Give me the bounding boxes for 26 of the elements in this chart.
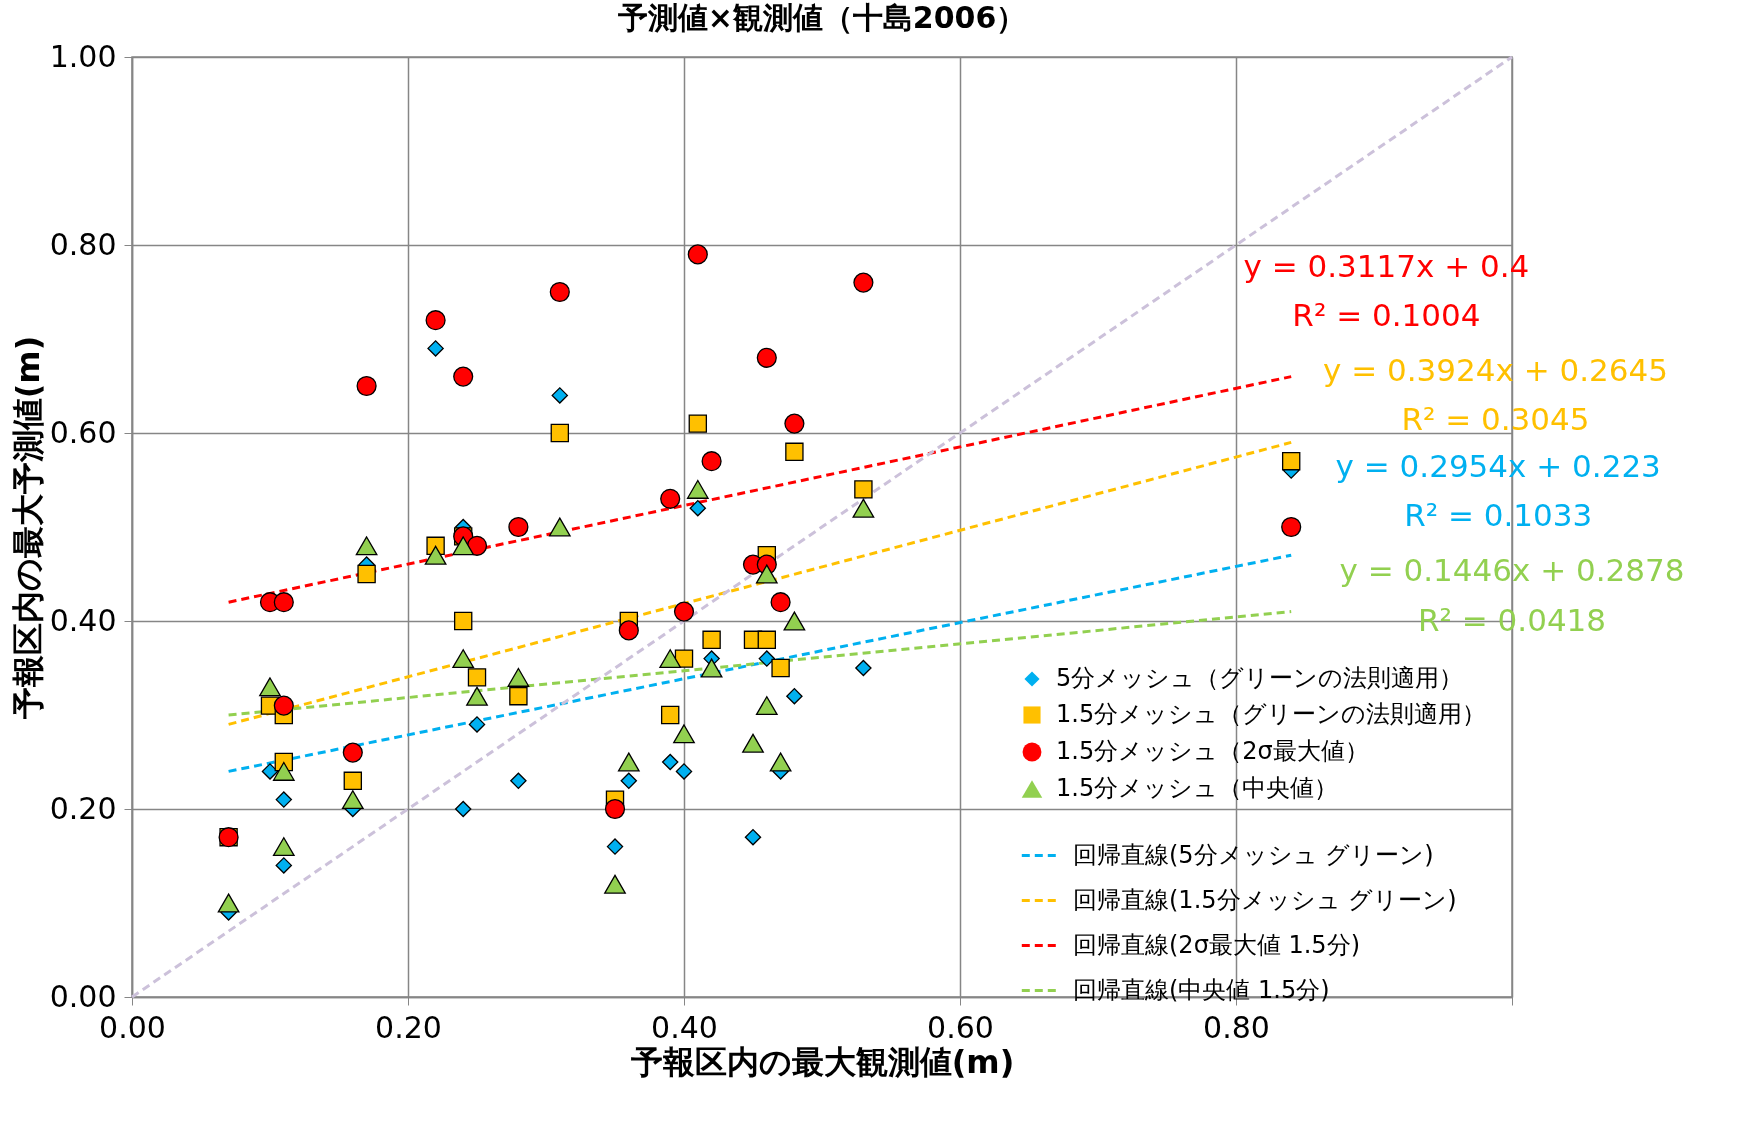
annotation: R² = 0.3045 (1401, 400, 1590, 437)
legend-label: 回帰直線(5分メッシュ グリーン) (1073, 840, 1434, 869)
y-tick-label: 1.00 (49, 38, 117, 74)
annotation: R² = 0.1004 (1292, 297, 1481, 334)
chart-title: 予測値×観測値（十島2006） (616, 0, 1027, 35)
legend-label: 1.5分メッシュ（グリーンの法則適用） (1056, 700, 1487, 728)
annotation: y = 0.3924x + 0.2645 (1322, 351, 1668, 388)
x-tick-label: 0.40 (651, 1009, 718, 1045)
annotation: R² = 0.1033 (1404, 496, 1593, 533)
annotation: y = 0.3117x + 0.4 (1243, 247, 1530, 284)
legend-label: 1.5分メッシュ（2σ最大値） (1056, 737, 1369, 765)
x-tick-label: 0.60 (927, 1009, 994, 1045)
y-axis-title: 予報区内の最大予測値(m) (8, 335, 47, 721)
y-tick-label: 0.80 (49, 226, 117, 262)
legend-label: 回帰直線(1.5分メッシュ グリーン) (1073, 885, 1457, 914)
x-tick-label: 0.80 (1203, 1009, 1270, 1045)
x-tick-label: 0.20 (375, 1009, 442, 1045)
y-tick-label: 0.60 (49, 414, 117, 450)
x-axis-title: 予報区内の最大観測値(m) (629, 1042, 1015, 1081)
y-tick-label: 0.20 (49, 790, 117, 826)
legend-label: 5分メッシュ（グリーンの法則適用） (1056, 664, 1464, 692)
legend-label: 1.5分メッシュ（中央値） (1056, 774, 1339, 802)
annotation: y = 0.2954x + 0.223 (1335, 447, 1661, 484)
y-tick-label: 0.40 (49, 602, 117, 638)
legend-label: 回帰直線(2σ最大値 1.5分) (1073, 930, 1361, 959)
legend-label: 回帰直線(中央値 1.5分) (1073, 975, 1330, 1004)
